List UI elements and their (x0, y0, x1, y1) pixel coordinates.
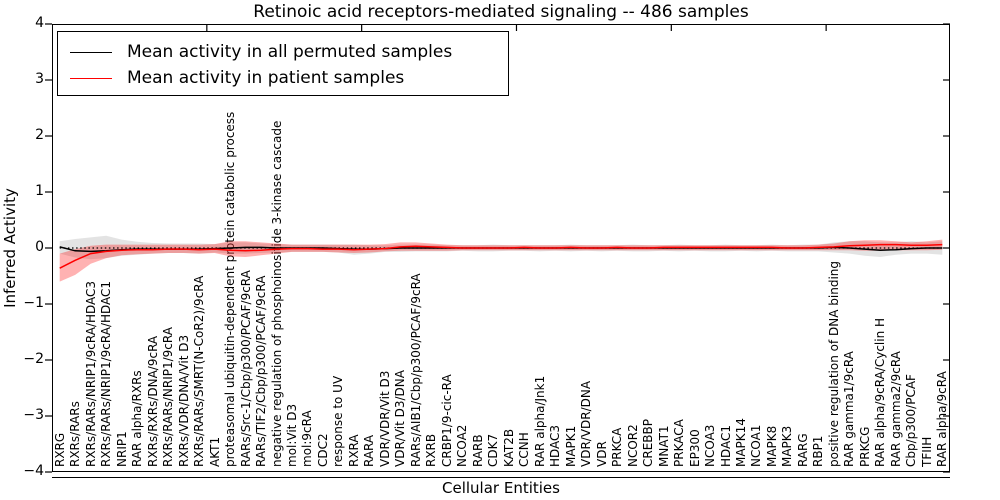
x-tick-label: RARs/TIF2/Cbp/p300/PCAF/9cRA (254, 275, 269, 467)
x-tick-label: RAR gamma1/9cRA (842, 351, 857, 467)
y-tick-label: −3 (23, 407, 44, 423)
legend-entry-permuted: Mean activity in all permuted samples (70, 39, 508, 65)
x-tick-label: RXRs/RARs (68, 401, 83, 467)
x-tick-label: VDR/Vit D3/DNA (393, 370, 408, 467)
x-tick-label: PRKCG (857, 426, 872, 467)
x-tick-label: TFIIH (919, 436, 934, 467)
x-tick-label: NCOA2 (455, 424, 470, 467)
x-tick-label: RXRG (52, 432, 67, 467)
x-tick-label: NCOA1 (749, 424, 764, 467)
x-tick-label: Cbp/p300/PCAF (904, 374, 919, 467)
x-tick-label: VDR (594, 441, 609, 467)
y-tick-label: −4 (23, 463, 44, 479)
chart-title: Retinoic acid receptors-mediated signali… (253, 2, 749, 22)
x-tick-label: MAPK14 (733, 418, 748, 467)
x-tick-label: RAR gamma2/9cRA (888, 351, 903, 467)
x-tick-label: RXRs/RARs/NRIP1/9cRA/HDAC1 (99, 280, 114, 467)
x-tick-label: RBP1 (811, 435, 826, 467)
x-tick-label: mol:Vit D3 (284, 403, 299, 467)
legend-label: Mean activity in all permuted samples (127, 42, 453, 62)
x-tick-label: PRKACA (672, 419, 687, 467)
x-tick-label: CDK7 (486, 433, 501, 467)
y-tick-label: 4 (35, 15, 44, 31)
x-tick-label: MNAT1 (656, 425, 671, 467)
x-tick-label: RXRA (346, 434, 361, 467)
x-tick-label: RARs/Src-1/Cbp/p300/PCAF/9cRA (238, 270, 253, 467)
x-tick-label: RARG (795, 433, 810, 467)
x-tick-label: NCOR2 (625, 424, 640, 467)
x-tick-label: CDC2 (315, 433, 330, 467)
x-tick-label: RARs/AIB1/Cbp/p300/PCAF/9cRA (408, 273, 423, 467)
x-tick-label: RXRs/RARs/SMRT(N-CoR2)/9cRA (192, 275, 207, 467)
y-tick-label: −1 (23, 295, 44, 311)
x-tick-label: VDR/VDR/DNA (579, 380, 594, 467)
x-tick-label: CREBBP (641, 419, 656, 467)
legend-box: Mean activity in all permuted samples Me… (57, 31, 509, 96)
x-tick-label: RXRs/RARs/NRIP1/9cRA (161, 327, 176, 467)
x-tick-label: RAR alpha/9cRA (935, 371, 950, 467)
x-axis-label: Cellular Entities (442, 479, 560, 497)
legend-line-sample-black (70, 51, 112, 53)
x-tick-label: NCOA3 (703, 424, 718, 467)
x-tick-label: mol:9cRA (300, 410, 315, 467)
x-tick-label: RARB (470, 434, 485, 467)
x-tick-label: RXRs/VDR/DNA/Vit D3 (176, 334, 191, 467)
legend-line-sample-red (70, 77, 112, 79)
x-tick-label: response to UV (331, 375, 346, 467)
x-tick-label: RXRs/RARs/NRIP1/9cRA/HDAC3 (83, 280, 98, 467)
x-tick-label: RAR alpha/Jnk1 (532, 375, 547, 467)
legend-entry-patient: Mean activity in patient samples (70, 65, 508, 91)
x-tick-label: HDAC1 (718, 424, 733, 467)
x-tick-label: AKT1 (207, 436, 222, 467)
x-tick-label: MAPK3 (780, 425, 795, 467)
x-tick-label: PRKCA (610, 427, 625, 467)
x-tick-label: RXRB (424, 433, 439, 467)
bottom-axis-secondary-line (52, 477, 950, 478)
y-tick-label: −2 (23, 351, 44, 367)
x-tick-label: CRBP1/9-cic-RA (439, 374, 454, 467)
x-tick-label: CCNH (517, 432, 532, 467)
x-tick-label: positive regulation of DNA binding (826, 261, 841, 467)
x-tick-label: RAR alpha/9cRA/Cyclin H (873, 317, 888, 467)
x-tick-label: MAPK8 (764, 425, 779, 467)
x-tick-label: NRIP1 (114, 431, 129, 467)
x-tick-label: MAPK1 (563, 425, 578, 467)
x-tick-label: negative regulation of phosphoinositide … (269, 120, 284, 467)
y-tick-label: 1 (35, 183, 44, 199)
y-tick-label: 3 (35, 71, 44, 87)
x-tick-label: KAT2B (501, 428, 516, 467)
x-tick-label: HDAC3 (548, 424, 563, 467)
x-tick-label: proteasomal ubiquitin-dependent protein … (223, 111, 238, 467)
x-tick-label: EP300 (687, 429, 702, 467)
y-tick-label: 0 (35, 239, 44, 255)
x-tick-label: RXRs/RXRs/DNA/9cRA (145, 335, 160, 467)
x-tick-label: RAR alpha/RXRs (130, 370, 145, 467)
x-tick-label: RARA (362, 434, 377, 467)
y-tick-label: 2 (35, 127, 44, 143)
legend-label: Mean activity in patient samples (127, 68, 405, 88)
x-tick-label: VDR/VDR/Vit D3 (377, 370, 392, 467)
